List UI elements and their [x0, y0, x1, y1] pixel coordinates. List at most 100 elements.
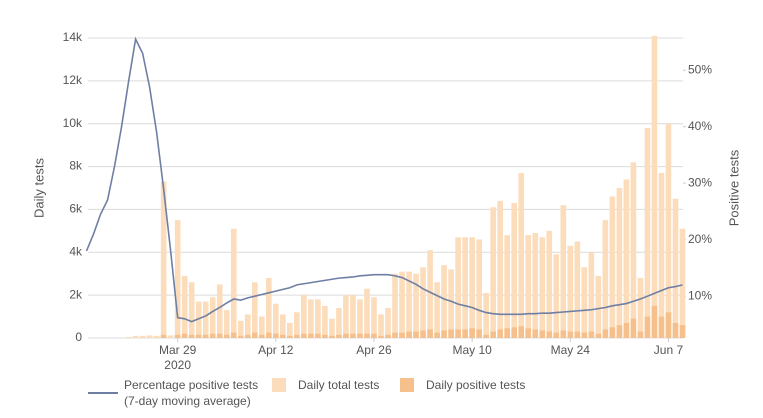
bar: [244, 314, 251, 338]
bar: [329, 318, 335, 338]
bar: [399, 332, 405, 338]
bar: [455, 329, 461, 338]
bar: [308, 333, 314, 338]
bar: [525, 235, 532, 338]
x-tick-label: Apr 26: [356, 343, 392, 357]
bar: [679, 228, 686, 338]
bar: [539, 237, 546, 338]
bar: [251, 332, 258, 338]
bar: [490, 207, 496, 338]
bar: [644, 128, 651, 338]
y-tick-label: 10k: [63, 116, 83, 130]
bar: [188, 334, 195, 338]
x-tick-label: Apr 12: [258, 343, 294, 357]
bar: [602, 220, 609, 338]
bar: [160, 334, 167, 338]
bar: [637, 331, 644, 338]
y-axis-title: Daily tests: [31, 158, 46, 218]
bar: [434, 282, 440, 338]
bar: [532, 233, 539, 338]
bar: [588, 252, 595, 338]
bar: [343, 333, 349, 338]
bar: [462, 329, 468, 338]
y2-tick-label: 20%: [688, 232, 712, 246]
legend-label: Daily positive tests: [426, 378, 526, 392]
bar: [336, 308, 342, 338]
bar: [301, 333, 307, 338]
bar: [441, 265, 447, 338]
bar: [273, 333, 279, 338]
bar: [406, 271, 412, 338]
y-tick-label: 14k: [63, 30, 83, 44]
bar: [392, 273, 398, 338]
bar: [223, 334, 230, 338]
bar: [195, 301, 202, 338]
bar: [623, 323, 630, 338]
bar: [209, 333, 216, 338]
bar: [280, 314, 286, 338]
bar: [476, 239, 482, 338]
bar: [581, 267, 588, 338]
bar: [406, 331, 412, 338]
bar: [602, 329, 609, 338]
bar: [462, 237, 468, 338]
bar: [322, 334, 328, 338]
bar: [266, 332, 272, 338]
bar: [378, 314, 384, 338]
bar: [223, 310, 230, 338]
bar: [343, 295, 349, 338]
bar: [237, 335, 244, 338]
bar: [539, 330, 546, 338]
bar: [266, 278, 272, 338]
bar: [616, 325, 623, 338]
bar: [616, 188, 623, 338]
bar: [497, 200, 503, 338]
bar: [413, 273, 419, 338]
bar: [504, 235, 511, 338]
bar: [420, 330, 426, 338]
bar: [651, 305, 658, 338]
bar: [287, 323, 293, 338]
bar: [658, 316, 665, 338]
bar: [399, 271, 405, 338]
bar: [364, 333, 370, 338]
x-year-label: 2020: [164, 358, 191, 372]
bar: [651, 35, 658, 338]
bar: [574, 331, 581, 338]
bar: [546, 230, 553, 338]
bar: [251, 282, 258, 338]
bar: [181, 333, 188, 338]
bar: [216, 284, 223, 338]
bar: [609, 327, 616, 338]
bar: [658, 173, 665, 338]
bar: [644, 316, 651, 338]
bar: [525, 328, 532, 338]
bar: [280, 334, 286, 338]
bar: [420, 267, 426, 338]
bar: [581, 332, 588, 338]
bar: [630, 318, 637, 338]
bar: [350, 333, 356, 338]
bar: [385, 308, 391, 338]
bar: [497, 329, 503, 338]
bar: [532, 329, 539, 338]
bar: [308, 299, 314, 338]
bar: [364, 288, 370, 338]
bar: [511, 203, 518, 338]
x-tick-label: Mar 29: [159, 343, 197, 357]
y-tick-label: 2k: [69, 287, 83, 301]
bar: [511, 327, 518, 338]
bar: [174, 220, 181, 338]
bar: [476, 329, 482, 338]
bar: [553, 254, 560, 338]
bar: [139, 335, 146, 338]
bar: [329, 335, 335, 338]
bar: [237, 320, 244, 338]
bar: [216, 333, 223, 338]
bar: [553, 332, 560, 338]
bar: [672, 198, 679, 338]
bar: [315, 299, 321, 338]
bar: [595, 275, 602, 338]
bar: [434, 332, 440, 338]
